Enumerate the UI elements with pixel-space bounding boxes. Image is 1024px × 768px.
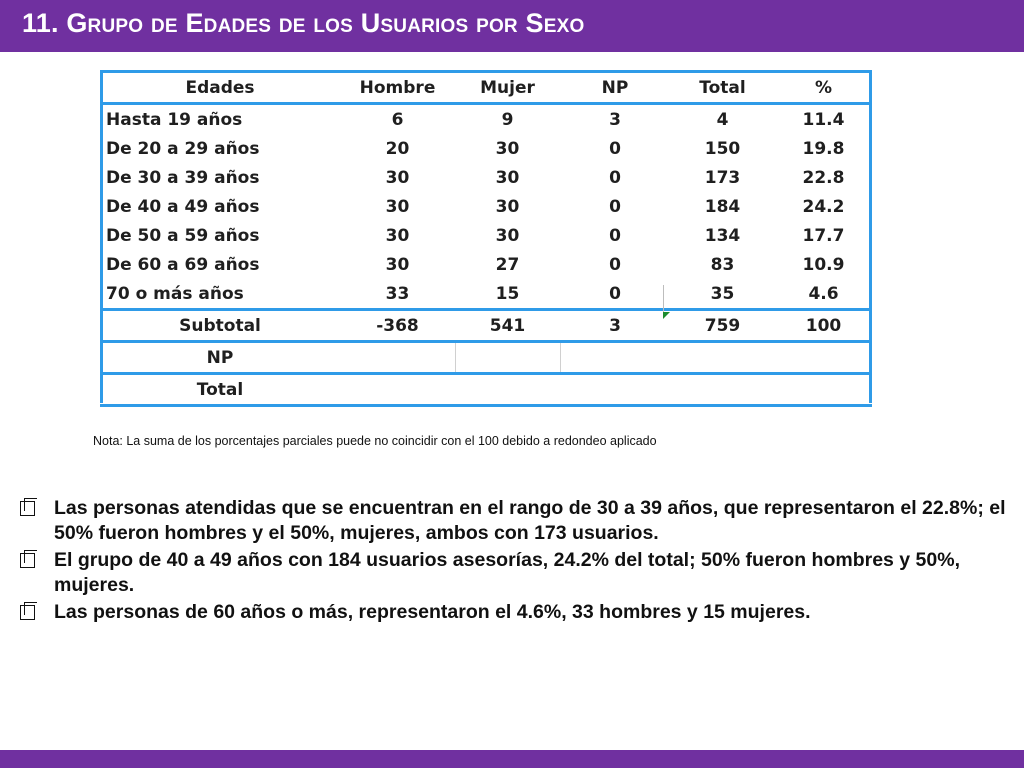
cell-np: 0 <box>609 225 621 246</box>
total-cell-empty <box>670 373 775 407</box>
row-label: De 60 a 69 años <box>106 254 260 275</box>
subtotal-total: 759 <box>670 308 775 343</box>
cell-percent: 17.7 <box>802 225 845 246</box>
subtotal-hombre: -368 <box>340 308 455 343</box>
cell-np: 0 <box>609 283 621 304</box>
list-item: El grupo de 40 a 49 años con 184 usuario… <box>18 548 1014 598</box>
np-label: NP <box>100 341 340 375</box>
subtotal-mujer: 541 <box>455 308 560 343</box>
cell-total: 150 <box>704 138 741 159</box>
bullet-text: Las personas atendidas que se encuentran… <box>54 497 1006 544</box>
cell-hombre: 30 <box>385 167 410 188</box>
cell-percent: 4.6 <box>808 283 839 304</box>
cell-mujer: 30 <box>495 225 520 246</box>
summary-bullets: Las personas atendidas que se encuentran… <box>18 496 1014 627</box>
footer-bar <box>0 750 1024 768</box>
total-cell-empty <box>455 373 560 407</box>
col-header-hombre: Hombre <box>340 70 455 105</box>
checkbox-bullet-icon <box>20 602 37 620</box>
subtotal-label: Subtotal <box>100 308 340 343</box>
table-row: 70 o más años 33 15 0 35 4.6 <box>100 279 872 310</box>
table-row: De 40 a 49 años 30 30 0 184 24.2 <box>100 192 872 221</box>
cell-total: 173 <box>704 167 741 188</box>
cell-hombre: 30 <box>385 225 410 246</box>
table-right-border <box>869 70 872 403</box>
row-label: De 50 a 59 años <box>106 225 260 246</box>
subtotal-np: 3 <box>560 308 670 343</box>
header-bar <box>0 0 1024 52</box>
np-cell-empty <box>455 341 561 375</box>
cell-mujer: 30 <box>495 138 520 159</box>
bullet-text: Las personas de 60 años o más, represent… <box>54 601 811 623</box>
age-sex-table-container: Edades Hombre Mujer NP Total % Hasta 19 … <box>100 70 872 407</box>
table-row: Hasta 19 años 6 9 3 4 11.4 <box>100 104 872 135</box>
total-cell-empty <box>775 373 872 407</box>
row-label: 70 o más años <box>106 283 244 304</box>
cell-hombre: 20 <box>385 138 410 159</box>
cell-percent: 19.8 <box>802 138 845 159</box>
subtotal-row: Subtotal -368 541 3 759 100 <box>100 308 872 343</box>
cell-hombre: 33 <box>385 283 410 304</box>
cell-percent: 24.2 <box>802 196 845 217</box>
np-cell-empty <box>340 341 456 375</box>
cell-error-marker-icon <box>663 312 670 319</box>
total-cell-empty <box>340 373 455 407</box>
cell-mujer: 30 <box>495 167 520 188</box>
np-cell-empty <box>670 341 775 375</box>
cell-hombre: 6 <box>391 109 404 130</box>
total-cell-empty <box>560 373 670 407</box>
table-row: De 20 a 29 años 20 30 0 150 19.8 <box>100 134 872 163</box>
cell-mujer: 9 <box>501 109 514 130</box>
cell-total: 35 <box>710 283 735 304</box>
col-header-edades: Edades <box>100 70 340 105</box>
cell-hombre: 30 <box>385 254 410 275</box>
age-sex-table: Edades Hombre Mujer NP Total % Hasta 19 … <box>100 70 872 407</box>
total-label: Total <box>100 373 340 407</box>
cell-total: 83 <box>710 254 735 275</box>
col-header-np: NP <box>560 70 670 105</box>
cell-mujer: 30 <box>495 196 520 217</box>
total-row: Total <box>100 373 872 407</box>
table-row: De 60 a 69 años 30 27 0 83 10.9 <box>100 250 872 279</box>
row-label: De 40 a 49 años <box>106 196 260 217</box>
cell-percent: 22.8 <box>802 167 845 188</box>
row-label: De 20 a 29 años <box>106 138 260 159</box>
cell-total: 4 <box>716 109 729 130</box>
cell-np: 0 <box>609 196 621 217</box>
col-header-total: Total <box>670 70 775 105</box>
cell-mujer: 15 <box>495 283 520 304</box>
table-row: De 30 a 39 años 30 30 0 173 22.8 <box>100 163 872 192</box>
cell-percent: 11.4 <box>802 109 845 130</box>
cell-mujer: 27 <box>495 254 520 275</box>
table-header-row: Edades Hombre Mujer NP Total % <box>100 70 872 105</box>
col-header-mujer: Mujer <box>455 70 560 105</box>
footnote: Nota: La suma de los porcentajes parcial… <box>93 434 657 448</box>
cell-gridline <box>663 285 664 313</box>
table-row: De 50 a 59 años 30 30 0 134 17.7 <box>100 221 872 250</box>
list-item: Las personas atendidas que se encuentran… <box>18 496 1014 546</box>
cell-total: 184 <box>704 196 741 217</box>
list-item: Las personas de 60 años o más, represent… <box>18 600 1014 625</box>
col-header-percent: % <box>775 70 872 105</box>
cell-percent: 10.9 <box>802 254 845 275</box>
checkbox-bullet-icon <box>20 498 37 516</box>
table-left-border <box>100 70 103 403</box>
page-title: 11. Grupo de Edades de los Usuarios por … <box>22 8 585 38</box>
cell-hombre: 30 <box>385 196 410 217</box>
cell-total: 134 <box>704 225 741 246</box>
np-row: NP <box>100 341 872 375</box>
row-label: Hasta 19 años <box>106 109 243 130</box>
cell-np: 0 <box>609 167 621 188</box>
cell-np: 0 <box>609 138 621 159</box>
subtotal-percent: 100 <box>775 308 872 343</box>
np-cell-empty <box>560 341 670 375</box>
cell-np: 0 <box>609 254 621 275</box>
row-label: De 30 a 39 años <box>106 167 260 188</box>
np-cell-empty <box>775 341 872 375</box>
cell-np: 3 <box>609 109 621 130</box>
checkbox-bullet-icon <box>20 550 37 568</box>
bullet-text: El grupo de 40 a 49 años con 184 usuario… <box>54 549 961 596</box>
